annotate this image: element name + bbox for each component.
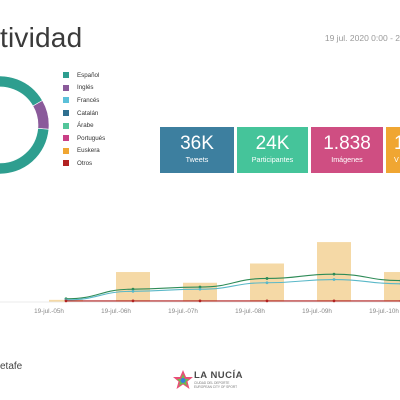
la-nucia-logo-text: LA NUCÍA CIUDAD DEL DEPORTE EUROPEAN CIT… (194, 370, 244, 390)
legend-swatch (63, 135, 69, 142)
language-legend: Español Inglés Francés Catalán Árabe Por… (63, 69, 105, 170)
legend-item: Árabe (63, 119, 105, 132)
date-range[interactable]: 19 jul. 2020 0:00 - 2 (324, 33, 400, 43)
legend-swatch (63, 84, 69, 91)
stat-card-tweets: 36K Tweets (160, 127, 234, 173)
legend-label: Inglés (77, 84, 94, 92)
stat-label: V (394, 155, 399, 164)
stat-value: 24K (255, 133, 290, 154)
legend-item: Euskera (63, 145, 105, 158)
stat-value: 1 (394, 133, 400, 154)
logo-subtitle: CIUDAD DEL DEPORTE (194, 381, 230, 385)
legend-label: Árabe (77, 122, 94, 130)
legend-item: Español (63, 69, 105, 82)
stat-label: Imágenes (331, 155, 363, 164)
series-point[interactable] (265, 277, 269, 280)
legend-label: Catalán (77, 109, 99, 117)
legend-item: Francés (63, 94, 105, 107)
chart-bar[interactable] (317, 242, 351, 302)
legend-item: Otros (63, 157, 105, 170)
x-tick-label: 19-jul.-10h (369, 308, 399, 315)
activity-chart: 19-jul.-05h 19-jul.-06h 19-jul.-07h 19-jul.… (0, 242, 400, 315)
stat-value: 1.838 (323, 133, 371, 154)
x-tick-label: 19-jul.-05h (34, 308, 64, 315)
legend-swatch (63, 160, 69, 167)
chart-bar[interactable] (384, 272, 400, 302)
la-nucia-logo-icon (173, 370, 193, 389)
chart-bar[interactable] (116, 272, 150, 302)
x-tick-label: 19-jul.-08h (235, 308, 265, 315)
legend-label: Otros (77, 159, 93, 167)
stat-card-participantes: 24K Participantes (237, 127, 308, 173)
stat-label: Tweets (185, 155, 209, 164)
legend-label: Español (77, 71, 100, 79)
x-tick-label: 19-jul.-06h (101, 308, 131, 315)
stat-card-videos: 1 V (386, 127, 400, 173)
legend-item: Catalán (63, 107, 105, 120)
legend-label: Francés (77, 96, 100, 104)
legend-swatch (63, 122, 69, 129)
series-point[interactable] (332, 272, 336, 276)
x-tick-label: 19-jul.-07h (168, 308, 198, 315)
legend-item: Portugués (63, 132, 105, 145)
legend-item: Inglés (63, 82, 105, 95)
series-point[interactable] (64, 299, 68, 303)
series-point[interactable] (265, 299, 269, 303)
series-point[interactable] (198, 287, 202, 291)
legend-swatch (63, 147, 69, 154)
legend-label: Portugués (77, 134, 106, 142)
series-point[interactable] (198, 285, 202, 289)
series-point[interactable] (131, 289, 135, 293)
stat-label: Participantes (251, 155, 294, 164)
page-title: tividad (0, 22, 83, 53)
language-donut-chart (0, 75, 50, 175)
series-point[interactable] (332, 278, 336, 281)
stat-value: 36K (180, 133, 214, 154)
logo-title: LA NUCÍA (194, 370, 244, 381)
series-point[interactable] (131, 299, 135, 303)
donut-slice (0, 127, 50, 175)
series-point[interactable] (131, 287, 135, 291)
legend-label: Euskera (77, 147, 100, 155)
legend-swatch (63, 97, 69, 104)
legend-swatch (63, 110, 69, 117)
x-tick-label: 19-jul.-09h (302, 308, 332, 315)
stat-card-imagenes: 1.838 Imágenes (311, 127, 383, 173)
legend-swatch (63, 72, 69, 79)
series-point[interactable] (332, 299, 336, 303)
logo-subtitle-2: EUROPEAN CITY OF SPORT (194, 385, 238, 390)
series-point[interactable] (198, 299, 202, 303)
series-point[interactable] (265, 281, 269, 285)
hashtag-text: etafe (0, 361, 23, 372)
